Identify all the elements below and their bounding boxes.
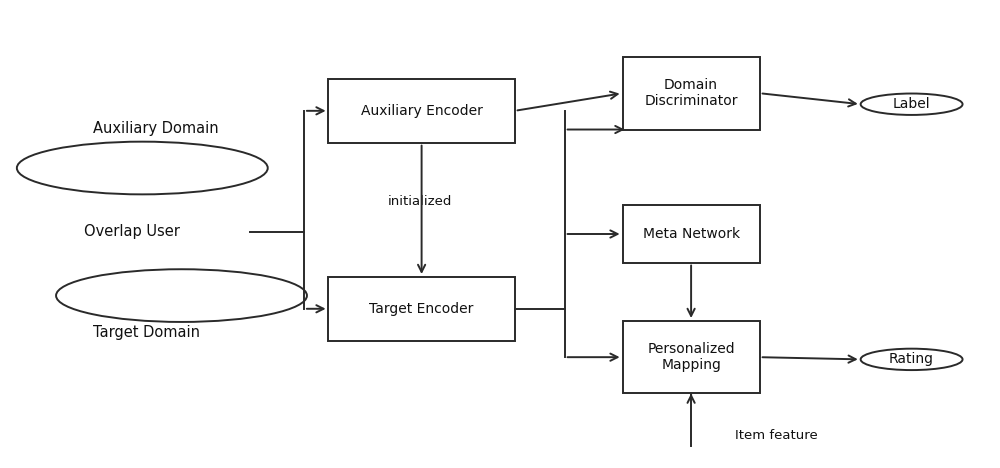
Text: Item feature: Item feature [735,429,818,441]
FancyBboxPatch shape [328,277,515,341]
Text: Target Domain: Target Domain [93,325,200,341]
Text: initialized: initialized [387,195,452,207]
Text: Auxiliary Domain: Auxiliary Domain [93,121,219,136]
Text: Rating: Rating [889,352,934,366]
FancyBboxPatch shape [622,321,760,394]
Text: Label: Label [893,97,930,111]
Text: Domain
Discriminator: Domain Discriminator [644,78,738,108]
FancyBboxPatch shape [622,57,760,130]
Text: Target Encoder: Target Encoder [369,302,474,316]
FancyBboxPatch shape [328,79,515,143]
Text: Personalized
Mapping: Personalized Mapping [647,342,735,372]
Text: Auxiliary Encoder: Auxiliary Encoder [361,104,483,118]
Text: Overlap User: Overlap User [84,224,179,239]
Text: Meta Network: Meta Network [643,227,740,241]
FancyBboxPatch shape [622,205,760,263]
